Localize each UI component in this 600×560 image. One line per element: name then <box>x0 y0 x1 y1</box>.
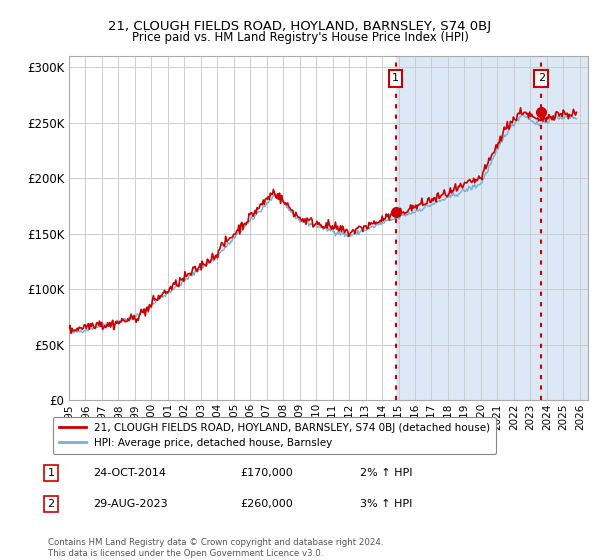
Text: Contains HM Land Registry data © Crown copyright and database right 2024.: Contains HM Land Registry data © Crown c… <box>48 538 383 547</box>
Legend: 21, CLOUGH FIELDS ROAD, HOYLAND, BARNSLEY, S74 0BJ (detached house), HPI: Averag: 21, CLOUGH FIELDS ROAD, HOYLAND, BARNSLE… <box>53 417 496 454</box>
Text: 1: 1 <box>392 73 399 83</box>
Text: Price paid vs. HM Land Registry's House Price Index (HPI): Price paid vs. HM Land Registry's House … <box>131 31 469 44</box>
Bar <box>395 56 588 400</box>
Text: 21, CLOUGH FIELDS ROAD, HOYLAND, BARNSLEY, S74 0BJ: 21, CLOUGH FIELDS ROAD, HOYLAND, BARNSLE… <box>109 20 491 32</box>
Text: 2: 2 <box>538 73 545 83</box>
Text: 3% ↑ HPI: 3% ↑ HPI <box>360 499 412 509</box>
Text: £260,000: £260,000 <box>240 499 293 509</box>
Text: This data is licensed under the Open Government Licence v3.0.: This data is licensed under the Open Gov… <box>48 549 323 558</box>
Text: 29-AUG-2023: 29-AUG-2023 <box>93 499 167 509</box>
Text: 1: 1 <box>47 468 55 478</box>
Text: £170,000: £170,000 <box>240 468 293 478</box>
Text: 2: 2 <box>47 499 55 509</box>
Text: 2% ↑ HPI: 2% ↑ HPI <box>360 468 413 478</box>
Text: 24-OCT-2014: 24-OCT-2014 <box>93 468 166 478</box>
